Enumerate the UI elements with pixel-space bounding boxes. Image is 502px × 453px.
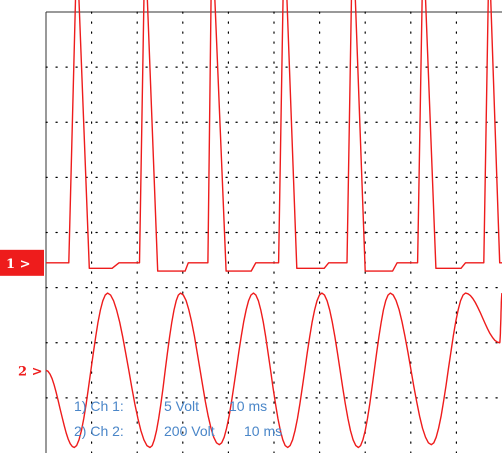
traces [45,0,502,449]
legend-ch2-label: 2) Ch 2: [74,423,124,439]
trace-ch2 [45,292,502,449]
ch2-marker-label: 2 > [18,364,42,379]
legend-ch1-volts: 5 Volt [164,398,199,414]
legend-ch1-time: 10 ms [229,398,267,414]
trace-ch1 [46,0,502,272]
graticule [45,11,502,453]
legend-ch2-volts: 200 Volt [164,423,215,439]
channel-legend: 1) Ch 1: 5 Volt 10 ms 2) Ch 2: 200 Volt … [74,398,282,439]
channel-markers: 1 > 2 > [0,249,44,379]
ch1-marker-box [0,249,44,276]
legend-ch1-label: 1) Ch 1: [74,398,124,414]
ch1-marker-label: 1 > [6,257,30,272]
legend-ch2-time: 10 ms [244,423,282,439]
